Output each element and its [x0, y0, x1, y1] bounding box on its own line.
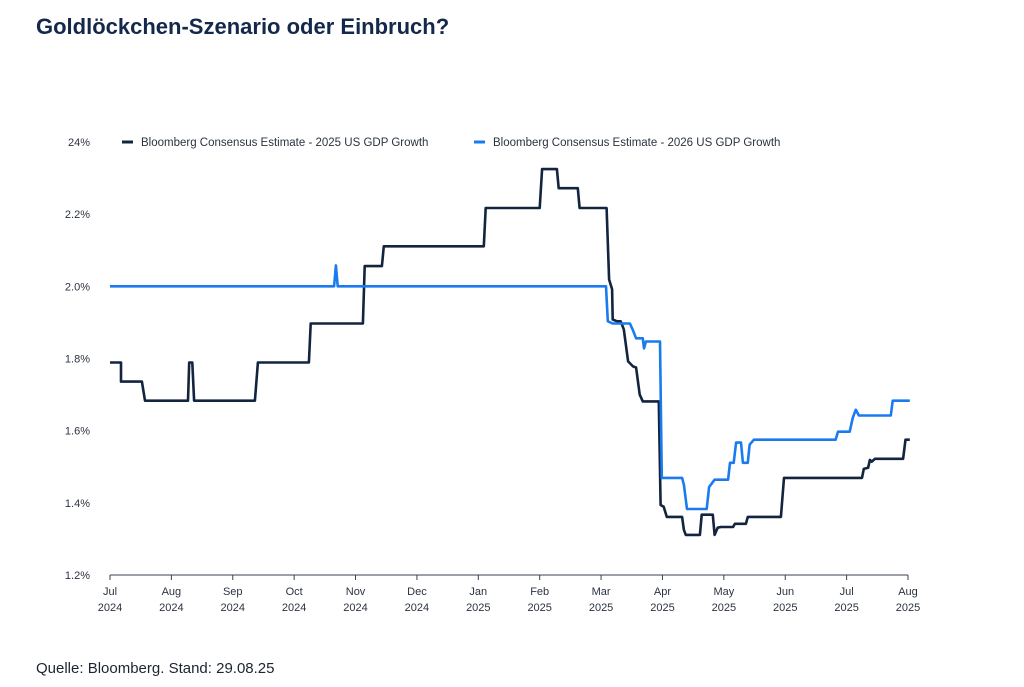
x-tick-year: 2024 [98, 602, 122, 614]
x-tick-month: Apr [654, 586, 671, 598]
source-note: Quelle: Bloomberg. Stand: 29.08.25 [36, 660, 275, 677]
y-tick-label: 2.0% [65, 281, 90, 293]
x-tick-month: Jul [840, 586, 854, 598]
y-tick-label: 1.4% [65, 498, 90, 510]
x-tick-year: 2025 [896, 602, 920, 614]
y-tick-label: 1.8% [65, 354, 90, 366]
x-tick-month: Aug [898, 586, 918, 598]
legend-label: Bloomberg Consensus Estimate - 2025 US G… [141, 137, 428, 149]
x-tick-year: 2025 [527, 602, 551, 614]
y-tick-label: 24% [68, 137, 90, 149]
x-tick-month: Jan [469, 586, 487, 598]
series-line-2025 [110, 167, 910, 537]
x-tick-month: Feb [530, 586, 549, 598]
x-tick-year: 2024 [159, 602, 183, 614]
y-tick-label: 1.2% [65, 570, 90, 582]
x-tick-year: 2025 [712, 602, 736, 614]
x-tick-year: 2024 [405, 602, 429, 614]
x-tick-year: 2025 [773, 602, 797, 614]
x-tick-year: 2025 [589, 602, 613, 614]
y-tick-label: 2.2% [65, 209, 90, 221]
x-tick-month: Sep [223, 586, 243, 598]
x-tick-month: Dec [407, 586, 427, 598]
x-tick-month: Jun [776, 586, 794, 598]
x-tick-month: Aug [162, 586, 182, 598]
chart-title: Goldlöckchen-Szenario oder Einbruch? [36, 14, 450, 39]
x-tick-month: May [713, 586, 734, 598]
x-tick-year: 2025 [650, 602, 674, 614]
y-tick-label: 1.6% [65, 426, 90, 438]
x-tick-month: Oct [286, 586, 303, 598]
series-line-2026 [110, 264, 910, 511]
x-tick-month: Nov [346, 586, 366, 598]
legend-label: Bloomberg Consensus Estimate - 2026 US G… [493, 137, 780, 149]
x-tick-year: 2024 [343, 602, 367, 614]
x-tick-month: Jul [103, 586, 117, 598]
x-tick-year: 2024 [221, 602, 245, 614]
x-tick-year: 2024 [282, 602, 306, 614]
x-tick-year: 2025 [834, 602, 858, 614]
x-tick-month: Mar [592, 586, 611, 598]
x-tick-year: 2025 [466, 602, 490, 614]
